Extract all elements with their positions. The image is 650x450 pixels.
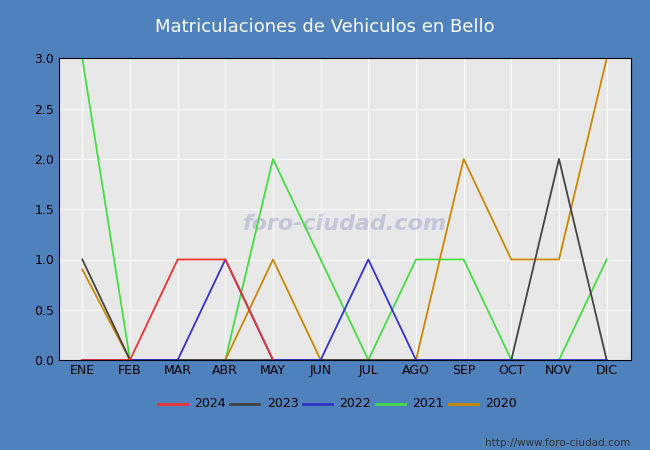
Text: 2022: 2022 xyxy=(339,397,371,410)
Text: 2024: 2024 xyxy=(194,397,226,410)
Text: 2021: 2021 xyxy=(412,397,444,410)
Text: Matriculaciones de Vehiculos en Bello: Matriculaciones de Vehiculos en Bello xyxy=(155,18,495,36)
Text: http://www.foro-ciudad.com: http://www.foro-ciudad.com xyxy=(486,438,630,448)
Text: 2023: 2023 xyxy=(266,397,298,410)
Text: foro-ciudad.com: foro-ciudad.com xyxy=(242,214,447,234)
Text: 2020: 2020 xyxy=(485,397,517,410)
